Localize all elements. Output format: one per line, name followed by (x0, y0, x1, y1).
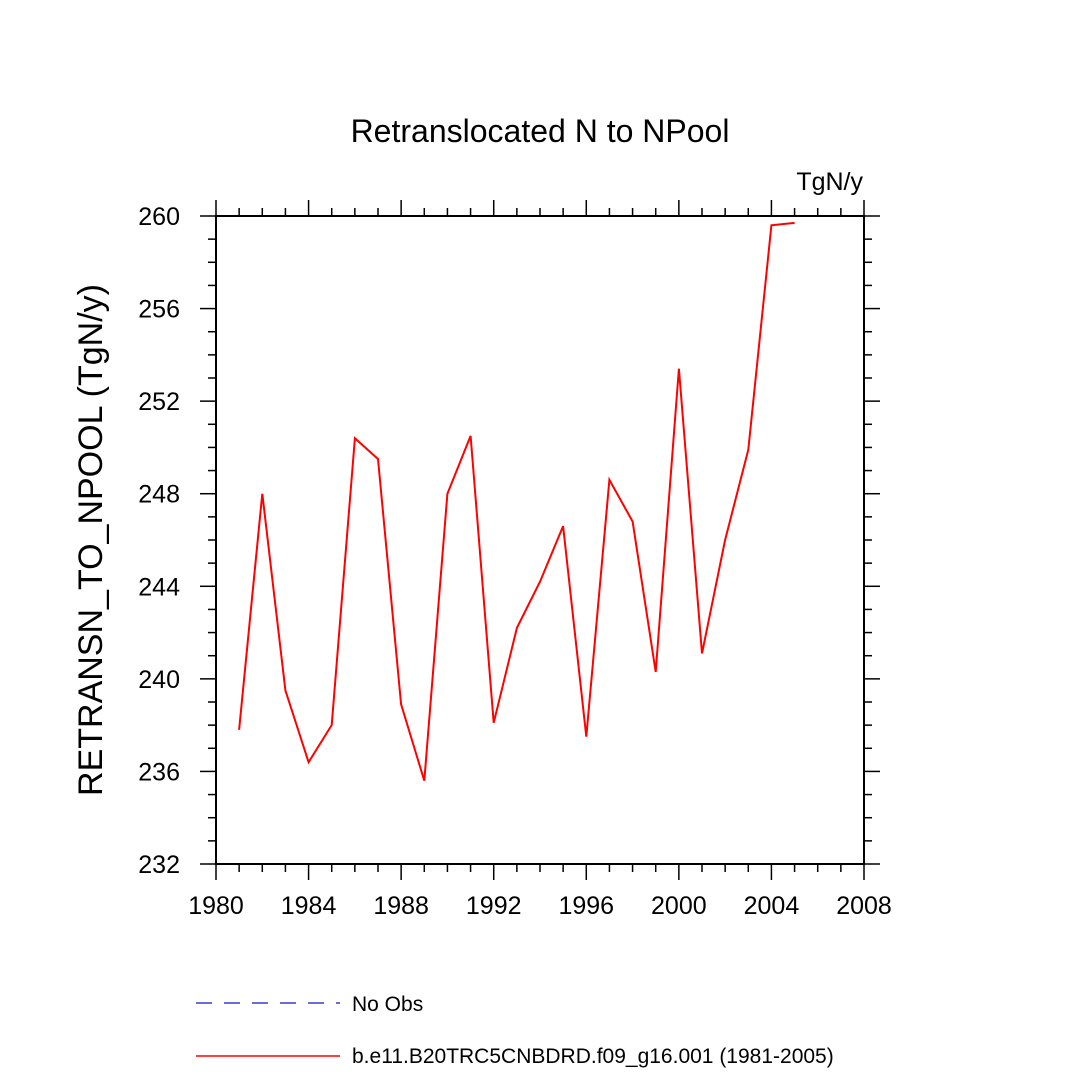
y-tick-label: 240 (138, 666, 180, 694)
y-tick-label: 236 (138, 758, 180, 786)
x-tick-label: 1988 (373, 892, 429, 920)
legend: No Obs b.e11.B20TRC5CNBDRD.f09_g16.001 (… (196, 993, 834, 1068)
x-tick-label: 1984 (281, 892, 337, 920)
x-tick-label: 2008 (836, 892, 892, 920)
units-label: TgN/y (796, 168, 863, 196)
x-tick-label: 2000 (651, 892, 707, 920)
tick-labels: 1980 1984 1988 1992 1996 2000 2004 2008 232 236 24… (138, 203, 892, 920)
plot-frame (215, 215, 865, 865)
x-tick-label: 2004 (744, 892, 800, 920)
legend-no-obs-label: No Obs (352, 993, 423, 1016)
x-tick-label: 1992 (466, 892, 522, 920)
axis-ticks (200, 200, 880, 880)
series-lines (238, 221, 795, 781)
y-tick-label: 248 (138, 481, 180, 509)
y-tick-label: 256 (138, 296, 180, 324)
x-tick-label: 1996 (558, 892, 614, 920)
y-tick-label: 260 (138, 203, 180, 231)
series-line (238, 221, 795, 781)
chart-title: Retranslocated N to NPool (351, 113, 730, 149)
x-tick-label: 1980 (188, 892, 244, 920)
y-axis-label: RETRANSN_TO_NPOOL (TgN/y) (72, 284, 110, 796)
y-tick-label: 252 (138, 388, 180, 416)
y-tick-label: 232 (138, 851, 180, 879)
legend-model-label: b.e11.B20TRC5CNBDRD.f09_g16.001 (1981-20… (352, 1045, 834, 1068)
y-tick-label: 244 (138, 573, 180, 601)
